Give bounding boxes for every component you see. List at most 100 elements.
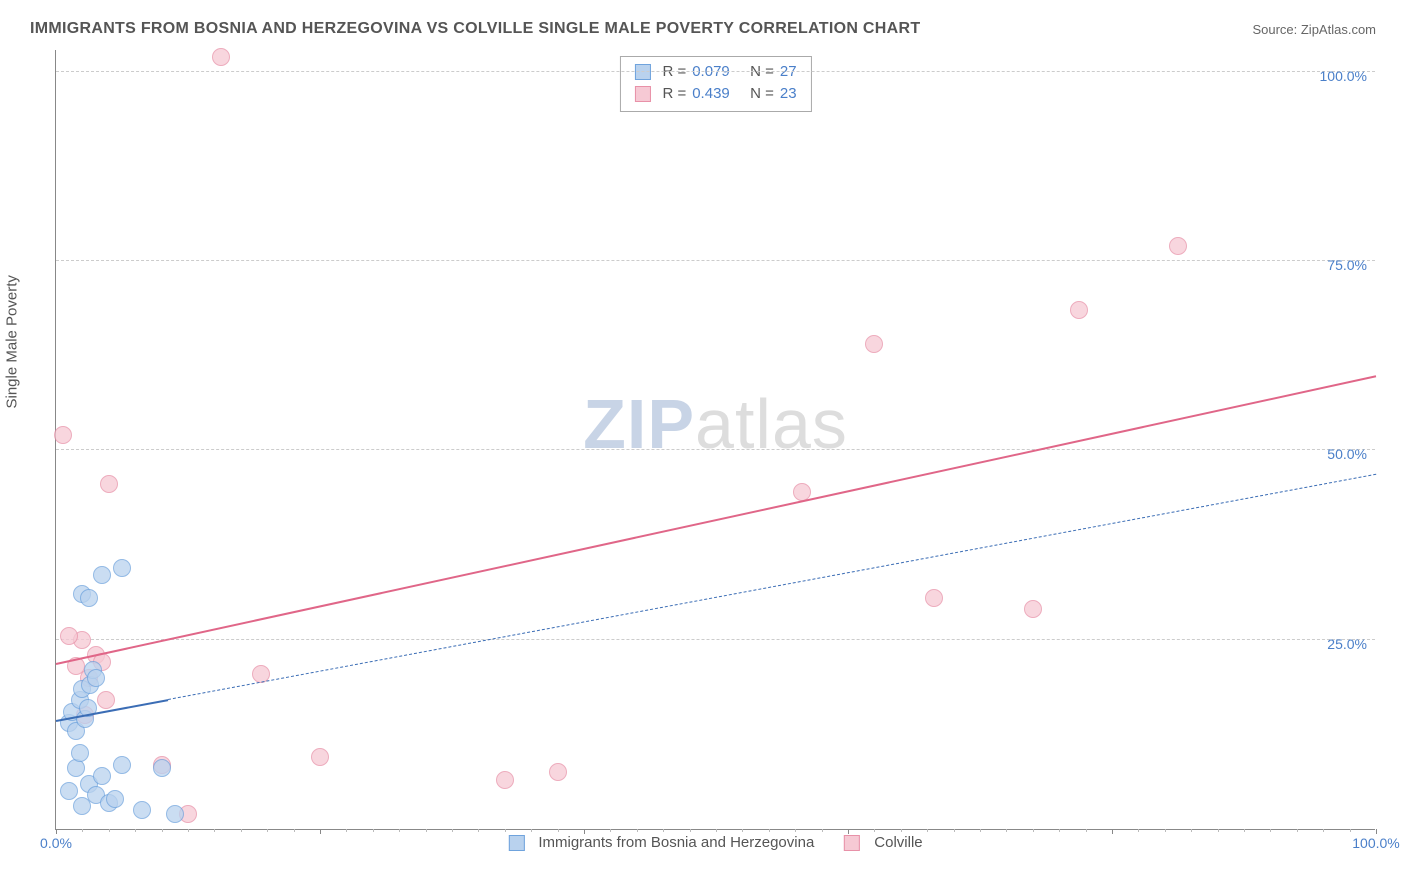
watermark-zip: ZIP [583, 385, 695, 463]
xtick-minor [610, 829, 611, 832]
xtick-minor [1165, 829, 1166, 832]
xtick-minor [558, 829, 559, 832]
scatter-point-series2 [311, 748, 329, 766]
xtick-minor [399, 829, 400, 832]
plot-area: ZIPatlas R = 0.079 N = 27 R = 0.439 N = … [55, 50, 1375, 830]
scatter-point-series2 [1024, 600, 1042, 618]
trend-line [56, 376, 1376, 666]
xtick-minor [214, 829, 215, 832]
xtick-minor [478, 829, 479, 832]
xtick-minor [1350, 829, 1351, 832]
scatter-point-series1 [60, 782, 78, 800]
n-value-1: 27 [780, 61, 797, 83]
xtick-minor [1006, 829, 1007, 832]
xtick-minor [1323, 829, 1324, 832]
xtick-minor [373, 829, 374, 832]
legend-item-series2: Colville [844, 834, 922, 851]
scatter-point-series1 [93, 767, 111, 785]
chart-title: IMMIGRANTS FROM BOSNIA AND HERZEGOVINA V… [30, 20, 920, 38]
legend-item-series1: Immigrants from Bosnia and Herzegovina [508, 834, 814, 851]
xtick-minor [927, 829, 928, 832]
xtick-major [848, 829, 849, 834]
xtick-minor [690, 829, 691, 832]
xtick-minor [795, 829, 796, 832]
watermark-atlas: atlas [695, 385, 848, 463]
xtick-minor [109, 829, 110, 832]
scatter-point-series1 [133, 801, 151, 819]
scatter-point-series1 [153, 759, 171, 777]
xtick-major [1376, 829, 1377, 834]
scatter-point-series1 [166, 805, 184, 823]
swatch-series2-bottom [844, 835, 860, 851]
xtick-minor [822, 829, 823, 832]
xtick-minor [346, 829, 347, 832]
scatter-point-series2 [1169, 237, 1187, 255]
scatter-point-series2 [496, 771, 514, 789]
swatch-series1 [634, 64, 650, 80]
scatter-point-series1 [106, 790, 124, 808]
xtick-minor [1138, 829, 1139, 832]
legend-row-series2: R = 0.439 N = 23 [634, 83, 796, 105]
xtick-minor [1270, 829, 1271, 832]
swatch-series1-bottom [508, 835, 524, 851]
series-legend: Immigrants from Bosnia and Herzegovina C… [508, 834, 922, 851]
gridline-h [56, 260, 1375, 261]
scatter-point-series1 [113, 559, 131, 577]
scatter-point-series1 [73, 797, 91, 815]
scatter-point-series2 [54, 426, 72, 444]
series1-name: Immigrants from Bosnia and Herzegovina [538, 834, 814, 851]
ytick-label: 25.0% [1327, 636, 1367, 652]
xtick-minor [1244, 829, 1245, 832]
ytick-label: 75.0% [1327, 257, 1367, 273]
xtick-major [1112, 829, 1113, 834]
y-axis-label: Single Male Poverty [4, 275, 21, 408]
xtick-minor [162, 829, 163, 832]
xtick-minor [1218, 829, 1219, 832]
n-value-2: 23 [780, 83, 797, 105]
xtick-minor [663, 829, 664, 832]
gridline-h [56, 639, 1375, 640]
xtick-major [584, 829, 585, 834]
xtick-minor [1086, 829, 1087, 832]
xtick-major [320, 829, 321, 834]
scatter-point-series2 [212, 48, 230, 66]
xtick-minor [1297, 829, 1298, 832]
scatter-point-series1 [93, 566, 111, 584]
xtick-minor [1033, 829, 1034, 832]
xtick-minor [294, 829, 295, 832]
watermark: ZIPatlas [583, 384, 848, 464]
scatter-point-series1 [80, 589, 98, 607]
xtick-minor [742, 829, 743, 832]
xtick-minor [637, 829, 638, 832]
series2-name: Colville [874, 834, 922, 851]
r-label-1: R = [662, 61, 686, 83]
source-label: Source: ZipAtlas.com [1252, 22, 1376, 37]
ytick-label: 50.0% [1327, 446, 1367, 462]
xtick-minor [1059, 829, 1060, 832]
xtick-minor [505, 829, 506, 832]
r-label-2: R = [662, 83, 686, 105]
xtick-label: 100.0% [1352, 835, 1399, 851]
xtick-minor [901, 829, 902, 832]
r-value-1: 0.079 [692, 61, 730, 83]
xtick-minor [241, 829, 242, 832]
scatter-point-series2 [1070, 301, 1088, 319]
xtick-minor [426, 829, 427, 832]
xtick-minor [980, 829, 981, 832]
gridline-h [56, 71, 1375, 72]
gridline-h [56, 449, 1375, 450]
xtick-minor [135, 829, 136, 832]
xtick-minor [531, 829, 532, 832]
xtick-minor [82, 829, 83, 832]
scatter-point-series1 [71, 744, 89, 762]
correlation-legend: R = 0.079 N = 27 R = 0.439 N = 23 [619, 56, 811, 112]
xtick-minor [452, 829, 453, 832]
scatter-point-series2 [60, 627, 78, 645]
n-label-1: N = [750, 61, 774, 83]
n-label-2: N = [750, 83, 774, 105]
xtick-label: 0.0% [40, 835, 72, 851]
xtick-minor [1191, 829, 1192, 832]
xtick-minor [874, 829, 875, 832]
scatter-point-series1 [87, 669, 105, 687]
legend-row-series1: R = 0.079 N = 27 [634, 61, 796, 83]
